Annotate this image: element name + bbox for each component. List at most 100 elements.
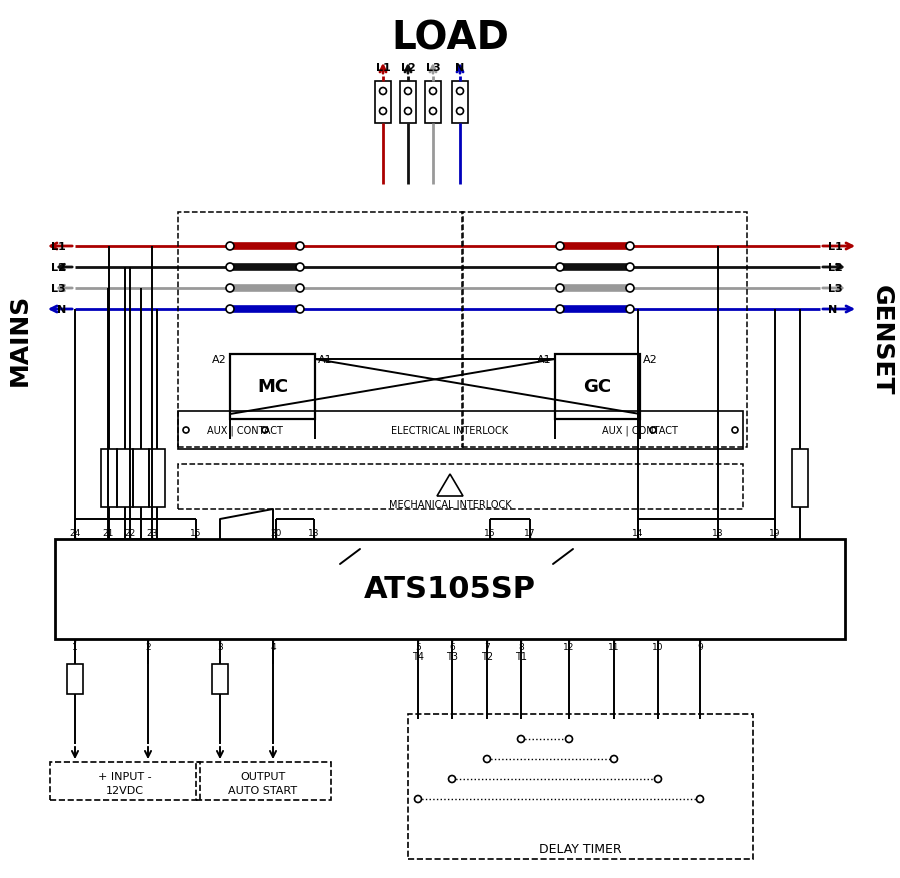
Bar: [230, 355, 315, 420]
Circle shape: [565, 736, 572, 743]
Circle shape: [626, 263, 634, 271]
Circle shape: [448, 775, 455, 782]
Text: DELAY TIMER: DELAY TIMER: [539, 843, 622, 855]
Bar: [792, 450, 808, 507]
Circle shape: [296, 284, 304, 292]
Circle shape: [429, 89, 436, 96]
Text: 11: 11: [608, 642, 620, 651]
Bar: [555, 355, 640, 420]
Text: 14: 14: [633, 529, 643, 538]
Text: 6: 6: [449, 642, 454, 651]
Bar: [55, 539, 845, 639]
Circle shape: [183, 428, 189, 434]
Bar: [425, 82, 441, 124]
Bar: [196, 762, 331, 800]
Text: ATS105SP: ATS105SP: [364, 575, 536, 604]
Text: LOAD: LOAD: [392, 19, 508, 57]
Circle shape: [556, 306, 564, 313]
Text: A1: A1: [537, 355, 552, 364]
Text: 17: 17: [524, 529, 536, 538]
Circle shape: [380, 89, 386, 96]
Text: T4: T4: [412, 651, 424, 661]
Circle shape: [456, 108, 464, 115]
Text: 12: 12: [563, 642, 575, 651]
Circle shape: [296, 242, 304, 251]
Text: L3: L3: [828, 284, 842, 293]
Bar: [408, 714, 753, 859]
Text: 10: 10: [652, 642, 664, 651]
Text: + INPUT -: + INPUT -: [98, 771, 152, 781]
Text: 12VDC: 12VDC: [106, 785, 144, 795]
Text: GENSET: GENSET: [870, 284, 894, 395]
Text: 13: 13: [309, 529, 320, 538]
Bar: [101, 450, 117, 507]
Text: N: N: [57, 305, 66, 314]
Bar: [50, 762, 200, 800]
Text: T1: T1: [515, 651, 527, 661]
Text: A2: A2: [212, 355, 227, 364]
Circle shape: [483, 756, 490, 763]
Text: ELECTRICAL INTERLOCK: ELECTRICAL INTERLOCK: [392, 426, 508, 435]
Text: 23: 23: [147, 529, 158, 538]
Circle shape: [626, 284, 634, 292]
Circle shape: [380, 108, 386, 115]
Text: L3: L3: [51, 284, 66, 293]
Text: 8: 8: [518, 642, 524, 651]
Circle shape: [556, 284, 564, 292]
Text: L1: L1: [828, 241, 842, 252]
Text: 18: 18: [712, 529, 724, 538]
Text: 16: 16: [484, 529, 496, 538]
Text: 15: 15: [190, 529, 202, 538]
Text: 20: 20: [270, 529, 282, 538]
Circle shape: [654, 775, 662, 782]
Text: T2: T2: [481, 651, 493, 661]
Bar: [212, 665, 228, 694]
Text: 3: 3: [217, 642, 223, 651]
Text: AUX | CONTACT: AUX | CONTACT: [207, 425, 283, 435]
Text: 5: 5: [415, 642, 421, 651]
Bar: [178, 464, 743, 509]
Text: 19: 19: [770, 529, 781, 538]
Circle shape: [296, 306, 304, 313]
Text: AUX | CONTACT: AUX | CONTACT: [602, 425, 678, 435]
Circle shape: [226, 263, 234, 271]
Circle shape: [626, 242, 634, 251]
Text: MC: MC: [256, 378, 288, 396]
Text: 4: 4: [270, 642, 275, 651]
Circle shape: [556, 242, 564, 251]
Text: L2: L2: [51, 263, 66, 273]
Circle shape: [415, 795, 421, 802]
Circle shape: [226, 284, 234, 292]
Text: L1: L1: [51, 241, 66, 252]
Text: N: N: [828, 305, 837, 314]
Text: MECHANICAL INTERLOCK: MECHANICAL INTERLOCK: [389, 500, 511, 509]
Circle shape: [296, 263, 304, 271]
Circle shape: [404, 108, 411, 115]
Text: 1: 1: [72, 642, 78, 651]
Text: MAINS: MAINS: [8, 293, 32, 385]
Circle shape: [697, 795, 704, 802]
Circle shape: [226, 242, 234, 251]
Text: GC: GC: [583, 378, 612, 396]
Bar: [67, 665, 83, 694]
Text: 21: 21: [103, 529, 113, 538]
Circle shape: [456, 89, 464, 96]
Circle shape: [650, 428, 656, 434]
Text: 22: 22: [124, 529, 136, 538]
Text: L1: L1: [375, 63, 391, 73]
Circle shape: [626, 306, 634, 313]
Circle shape: [556, 263, 564, 271]
Text: L2: L2: [828, 263, 842, 273]
Bar: [133, 450, 149, 507]
Bar: [178, 212, 463, 448]
Circle shape: [226, 306, 234, 313]
Text: A2: A2: [643, 355, 658, 364]
Text: 7: 7: [484, 642, 490, 651]
Text: 9: 9: [698, 642, 703, 651]
Text: N: N: [455, 63, 464, 73]
Text: OUTPUT: OUTPUT: [240, 771, 285, 781]
Bar: [149, 450, 165, 507]
Text: A1: A1: [318, 355, 333, 364]
Bar: [178, 412, 743, 450]
Circle shape: [429, 108, 436, 115]
